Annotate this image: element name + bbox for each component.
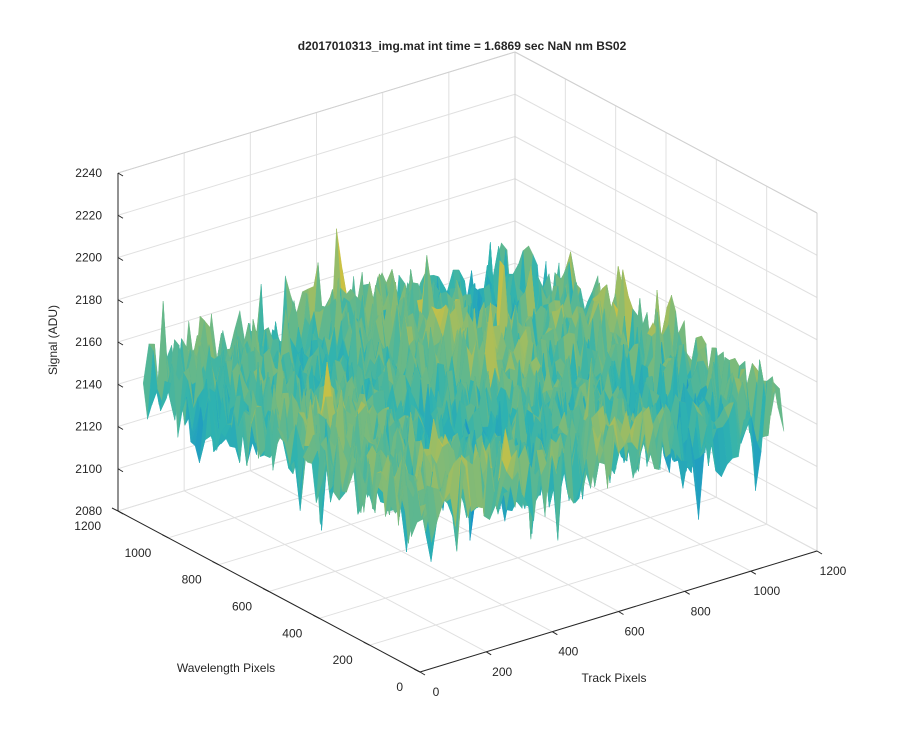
y-tick-label: 0 <box>396 680 403 694</box>
side-wall-grid-line-z <box>514 93 818 256</box>
surface-mesh <box>142 228 785 562</box>
floor-grid-line-y <box>268 470 667 592</box>
y-tick-label: 1200 <box>74 519 101 533</box>
y-tick-mark <box>262 588 270 592</box>
tick-labels: 0 200 400 600 800 1000 1200 0 200 400 600 800 1000 12… <box>74 166 846 699</box>
x-tick-label: 200 <box>492 665 512 679</box>
floor-grid-line-y <box>319 496 717 619</box>
x-tick-mark <box>485 651 492 656</box>
x-tick-mark <box>419 671 426 676</box>
z-tick-mark <box>117 383 124 388</box>
x-tick-mark <box>618 611 624 615</box>
y-tick-label: 1000 <box>125 546 152 560</box>
z-tick-label: 2240 <box>75 166 102 180</box>
y-tick-label: 800 <box>182 573 202 587</box>
y-tick-mark <box>162 534 169 539</box>
floor-grid-line-y <box>369 523 767 646</box>
y-tick-label: 400 <box>282 626 302 640</box>
z-tick-mark <box>117 299 124 304</box>
z-tick-mark <box>117 510 124 515</box>
y-tick-label: 600 <box>232 600 252 614</box>
x-tick-label: 400 <box>558 645 578 659</box>
z-tick-mark <box>117 341 124 346</box>
surface-patch <box>773 382 785 432</box>
back-wall-grid-line-z <box>117 93 516 216</box>
z-tick-mark <box>117 468 124 473</box>
z-tick-mark <box>117 426 124 430</box>
pane-edge <box>117 51 516 174</box>
z-tick-label: 2140 <box>75 377 102 391</box>
x-tick-mark <box>816 550 823 555</box>
y-tick-mark <box>413 668 421 673</box>
x-tick-label: 0 <box>433 685 440 699</box>
y-tick-mark <box>212 561 219 566</box>
back-wall-grid-line-z <box>117 178 516 301</box>
y-tick-mark <box>363 641 370 646</box>
back-wall-grid-line-z <box>117 136 516 258</box>
x-tick-label: 1200 <box>820 564 847 578</box>
y-tick-label: 200 <box>333 653 353 667</box>
chart-title: d2017010313_img.mat int time = 1.6869 se… <box>298 39 627 53</box>
z-tick-label: 2220 <box>75 208 102 222</box>
y-tick-mark <box>313 614 320 619</box>
z-tick-mark <box>117 214 124 219</box>
x-tick-label: 1000 <box>753 584 780 598</box>
x-tick-label: 600 <box>624 625 644 639</box>
side-wall-grid-line-z <box>514 136 818 298</box>
side-wall-grid-line-z <box>514 178 818 341</box>
z-tick-label: 2200 <box>75 251 102 265</box>
z-tick-mark <box>117 172 124 177</box>
pane-edge <box>514 51 818 214</box>
x-axis-label: Track Pixels <box>582 671 647 685</box>
z-axis-label: Signal (ADU) <box>46 305 60 375</box>
side-wall-grid-line-z <box>514 220 818 383</box>
axes <box>111 172 823 676</box>
x-tick-mark <box>684 590 690 595</box>
x-tick-mark <box>750 570 757 575</box>
y-axis-label: Wavelength Pixels <box>177 661 275 675</box>
x-tick-label: 800 <box>691 604 711 618</box>
z-tick-label: 2180 <box>75 293 102 307</box>
z-tick-label: 2120 <box>75 420 102 434</box>
y-tick-mark <box>111 507 119 512</box>
z-tick-mark <box>117 257 124 261</box>
z-tick-label: 2160 <box>75 335 102 349</box>
x-tick-mark <box>552 631 558 636</box>
surface-patch <box>415 478 427 516</box>
z-tick-label: 2100 <box>75 462 102 476</box>
z-tick-label: 2080 <box>75 504 102 518</box>
